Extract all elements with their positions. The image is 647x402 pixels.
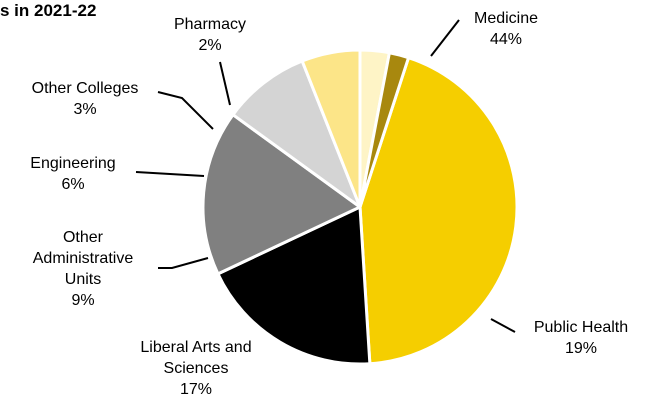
slice-labels: Medicine 44% Public Health 19% Liberal Arts …: [30, 10, 628, 398]
leader-line-pharmacy: [219, 61, 231, 106]
pie-slice-other-administrative-units: [231, 59, 362, 209]
leader-line-other-colleges: [157, 91, 214, 130]
leader-lines: [135, 19, 516, 333]
slice-label-other-administrative-units: Other Administrative Units 9%: [33, 229, 134, 309]
leader-line-engineering: [135, 171, 205, 177]
pie-slices: [201, 48, 519, 366]
pie-slice-pharmacy: [358, 51, 411, 209]
leader-line-other-administrative-units: [158, 257, 209, 269]
chart-title: s in 2021-22: [0, 1, 97, 20]
pie-slice-public-health: [216, 205, 372, 366]
slice-label-public-health: Public Health 19%: [534, 319, 628, 357]
slice-label-medicine: Medicine 44%: [474, 10, 538, 48]
pie-slice-liberal-arts-and-sciences: [201, 113, 362, 276]
slice-label-engineering: Engineering 6%: [30, 155, 115, 193]
slice-label-other-colleges: Other Colleges 3%: [32, 80, 139, 118]
slice-label-pharmacy: Pharmacy 2%: [174, 16, 246, 54]
leader-line-public-health: [490, 318, 516, 333]
leader-line-medicine: [430, 19, 460, 57]
pie-slice-medicine: [358, 56, 519, 366]
slice-label-liberal-arts-and-sciences: Liberal Arts and Sciences 17%: [140, 339, 251, 398]
